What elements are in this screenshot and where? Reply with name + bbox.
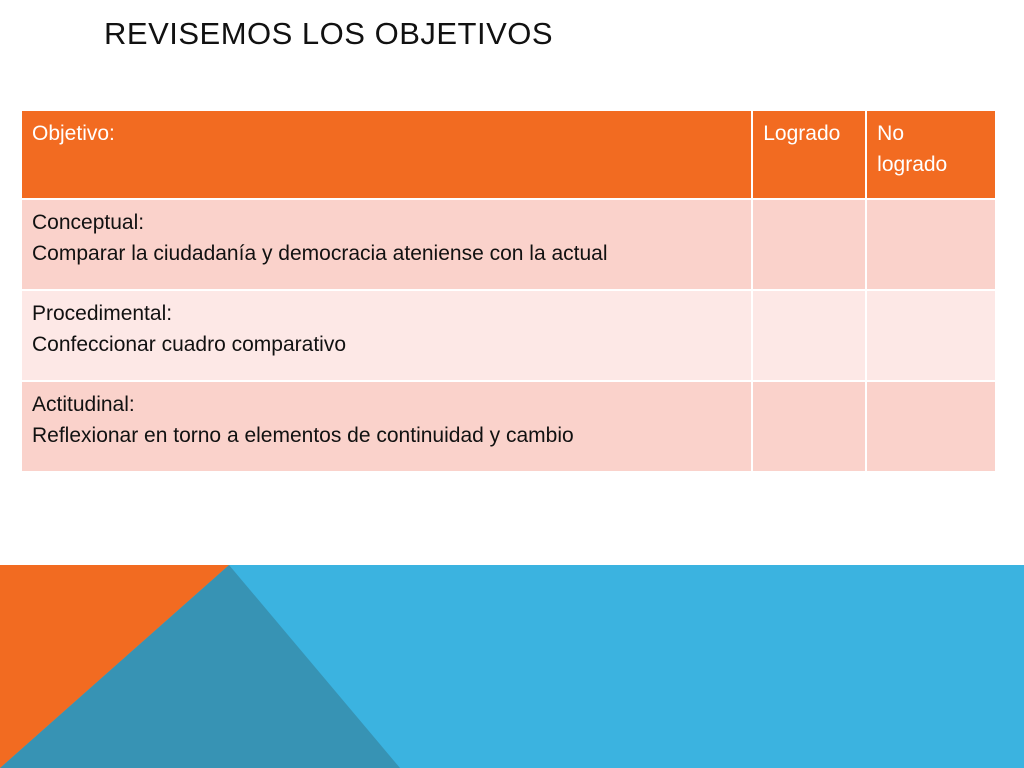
header-not-achieved: No logrado <box>867 111 995 198</box>
achieved-cell[interactable] <box>753 382 866 471</box>
table-row: Conceptual: Comparar la ciudadanía y dem… <box>22 200 995 289</box>
objective-category: Procedimental: <box>32 302 173 325</box>
objective-cell: Procedimental: Confeccionar cuadro compa… <box>22 291 752 380</box>
table-row: Procedimental: Confeccionar cuadro compa… <box>22 291 995 380</box>
header-not-achieved-line2: logrado <box>877 153 948 176</box>
decor-teal-triangle <box>0 565 400 768</box>
objective-description: Reflexionar en torno a elementos de cont… <box>32 424 574 447</box>
not-achieved-cell[interactable] <box>867 291 995 380</box>
objective-category: Actitudinal: <box>32 393 135 416</box>
objective-cell: Conceptual: Comparar la ciudadanía y dem… <box>22 200 752 289</box>
not-achieved-cell[interactable] <box>867 382 995 471</box>
objectives-table: Objetivo: Logrado No logrado Conceptual:… <box>20 109 997 473</box>
header-not-achieved-line1: No <box>877 122 905 145</box>
objective-cell: Actitudinal: Reflexionar en torno a elem… <box>22 382 752 471</box>
objective-category: Conceptual: <box>32 211 145 234</box>
not-achieved-cell[interactable] <box>867 200 995 289</box>
header-achieved: Logrado <box>753 111 866 198</box>
objective-description: Comparar la ciudadanía y democracia aten… <box>32 242 608 265</box>
slide-title: REVISEMOS LOS OBJETIVOS <box>104 16 554 51</box>
table-header-row: Objetivo: Logrado No logrado <box>22 111 995 198</box>
header-objective: Objetivo: <box>22 111 752 198</box>
decor-orange-triangle <box>0 565 229 768</box>
decorative-band <box>0 565 1024 768</box>
achieved-cell[interactable] <box>753 291 866 380</box>
achieved-cell[interactable] <box>753 200 866 289</box>
objective-description: Confeccionar cuadro comparativo <box>32 333 346 356</box>
table-row: Actitudinal: Reflexionar en torno a elem… <box>22 382 995 471</box>
